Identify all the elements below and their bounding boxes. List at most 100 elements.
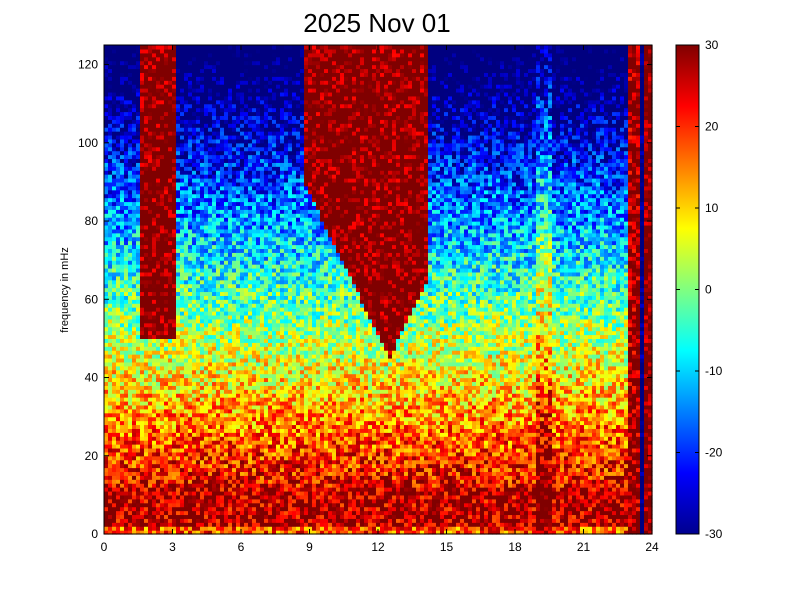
heatmap-cell xyxy=(208,205,213,210)
heatmap-cell xyxy=(128,56,133,62)
heatmap-cell xyxy=(240,166,245,171)
heatmap-cell xyxy=(128,311,133,316)
heatmap-cell xyxy=(120,514,125,519)
heatmap-cell xyxy=(200,357,205,363)
heatmap-cell xyxy=(192,475,197,480)
heatmap-cell xyxy=(220,224,225,230)
heatmap-cell xyxy=(236,213,241,218)
heatmap-cell xyxy=(220,279,225,285)
heatmap-cell xyxy=(160,138,165,144)
heatmap-cell xyxy=(200,119,205,124)
heatmap-cell xyxy=(196,522,201,527)
heatmap-cell xyxy=(236,373,241,379)
heatmap-cell xyxy=(148,162,153,167)
heatmap-cell xyxy=(164,440,169,445)
heatmap-cell xyxy=(192,103,197,109)
heatmap-cell xyxy=(200,385,205,390)
heatmap-cell xyxy=(120,447,125,453)
heatmap-cell xyxy=(240,342,245,347)
heatmap-cell xyxy=(220,400,225,406)
heatmap-cell xyxy=(164,150,169,156)
heatmap-cell xyxy=(208,467,213,473)
heatmap-cell xyxy=(168,463,173,469)
heatmap-cell xyxy=(152,217,157,222)
heatmap-cell xyxy=(260,248,265,253)
heatmap-cell xyxy=(152,138,157,144)
heatmap-cell xyxy=(156,88,161,93)
heatmap-cell xyxy=(236,119,241,124)
heatmap-cell xyxy=(228,502,233,508)
heatmap-cell xyxy=(212,166,217,171)
heatmap-cell xyxy=(236,197,241,203)
heatmap-cell xyxy=(252,88,257,93)
heatmap-cell xyxy=(256,397,261,402)
heatmap-cell xyxy=(108,48,113,54)
heatmap-cell xyxy=(124,463,129,469)
heatmap-cell xyxy=(196,275,201,281)
heatmap-cell xyxy=(252,459,257,465)
heatmap-cell xyxy=(196,365,201,371)
heatmap-cell xyxy=(200,365,205,371)
heatmap-cell xyxy=(108,447,113,453)
heatmap-cell xyxy=(240,256,245,261)
heatmap-cell xyxy=(172,162,177,167)
heatmap-cell xyxy=(172,56,177,62)
heatmap-cell xyxy=(164,138,169,144)
heatmap-cell xyxy=(104,131,109,136)
heatmap-cell xyxy=(144,138,149,144)
heatmap-cell xyxy=(120,80,125,85)
heatmap-cell xyxy=(120,252,125,257)
heatmap-cell xyxy=(144,334,149,339)
heatmap-cell xyxy=(244,48,249,54)
heatmap-cell xyxy=(112,103,117,109)
heatmap-cell xyxy=(108,115,113,120)
heatmap-cell xyxy=(116,170,121,175)
heatmap-cell xyxy=(204,107,209,113)
heatmap-cell xyxy=(128,178,133,183)
heatmap-cell xyxy=(140,189,145,195)
heatmap-cell xyxy=(164,369,169,375)
heatmap-cell xyxy=(108,181,113,187)
heatmap-cell xyxy=(120,228,125,234)
heatmap-cell xyxy=(196,134,201,140)
heatmap-cell xyxy=(204,322,209,328)
heatmap-cell xyxy=(160,311,165,316)
heatmap-cell xyxy=(172,88,177,93)
heatmap-cell xyxy=(196,397,201,402)
heatmap-cell xyxy=(156,436,161,441)
heatmap-cell xyxy=(248,361,253,367)
heatmap-cell xyxy=(176,314,181,320)
heatmap-cell xyxy=(156,115,161,120)
heatmap-cell xyxy=(104,322,109,328)
heatmap-cell xyxy=(148,248,153,253)
heatmap-cell xyxy=(144,518,149,523)
heatmap-cell xyxy=(112,428,117,433)
heatmap-cell xyxy=(248,84,253,89)
heatmap-cell xyxy=(140,103,145,109)
heatmap-cell xyxy=(252,115,257,120)
heatmap-cell xyxy=(160,357,165,363)
heatmap-cell xyxy=(184,346,189,351)
heatmap-cell xyxy=(104,314,109,320)
heatmap-cell xyxy=(192,287,197,293)
heatmap-cell xyxy=(192,123,197,128)
heatmap-cell xyxy=(164,271,169,277)
heatmap-cell xyxy=(108,213,113,218)
heatmap-cell xyxy=(200,490,205,496)
heatmap-cell xyxy=(180,134,185,140)
heatmap-cell xyxy=(136,240,141,246)
heatmap-cell xyxy=(148,127,153,132)
heatmap-cell xyxy=(116,131,121,136)
heatmap-cell xyxy=(184,91,189,97)
heatmap-cell xyxy=(252,217,257,222)
heatmap-cell xyxy=(148,252,153,257)
heatmap-cell xyxy=(236,142,241,148)
heatmap-cell xyxy=(200,45,205,50)
heatmap-cell xyxy=(224,174,229,179)
heatmap-cell xyxy=(232,451,237,457)
heatmap-cell xyxy=(228,48,233,54)
heatmap-cell xyxy=(252,502,257,508)
heatmap-cell xyxy=(156,385,161,390)
heatmap-cell xyxy=(164,178,169,183)
heatmap-cell xyxy=(160,91,165,97)
